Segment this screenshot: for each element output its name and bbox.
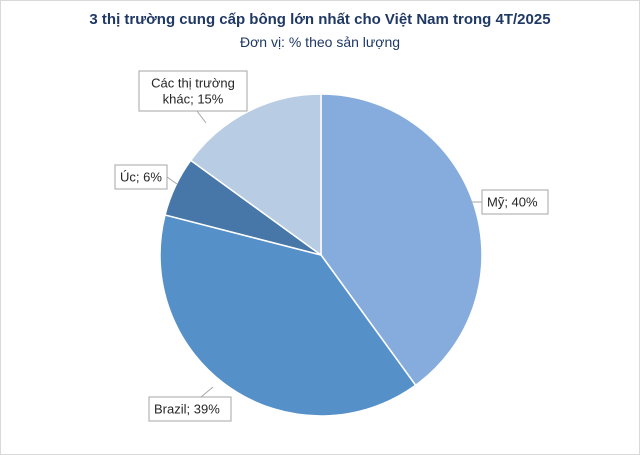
data-label-text: Mỹ; 40% [487,195,538,210]
pie-slice-my [320,93,483,387]
pie-slice-cac-thi-truong-khac [189,93,322,257]
data-label-brazil: Brazil; 39% [148,386,232,422]
pie-slice-brazil [159,214,417,417]
data-label-my: Mỹ; 40% [471,189,549,215]
data-label-text: Các thị trường [151,76,235,91]
leader-line [200,386,214,398]
data-label-box [114,164,168,190]
data-label-text: Úc; 6% [120,170,162,185]
data-label-text: khác; 15% [163,92,224,107]
data-label-box [481,189,549,215]
chart-title: 3 thị trường cung cấp bông lớn nhất cho … [89,11,551,28]
leader-line [166,176,178,185]
leader-line [196,110,207,124]
data-label-box [148,396,232,422]
data-label-uc: Úc; 6% [114,164,178,190]
chart-subtitle: Đơn vị: % theo sản lượng [239,34,401,50]
data-label-text: Brazil; 39% [154,402,220,417]
data-label-box [138,70,248,112]
